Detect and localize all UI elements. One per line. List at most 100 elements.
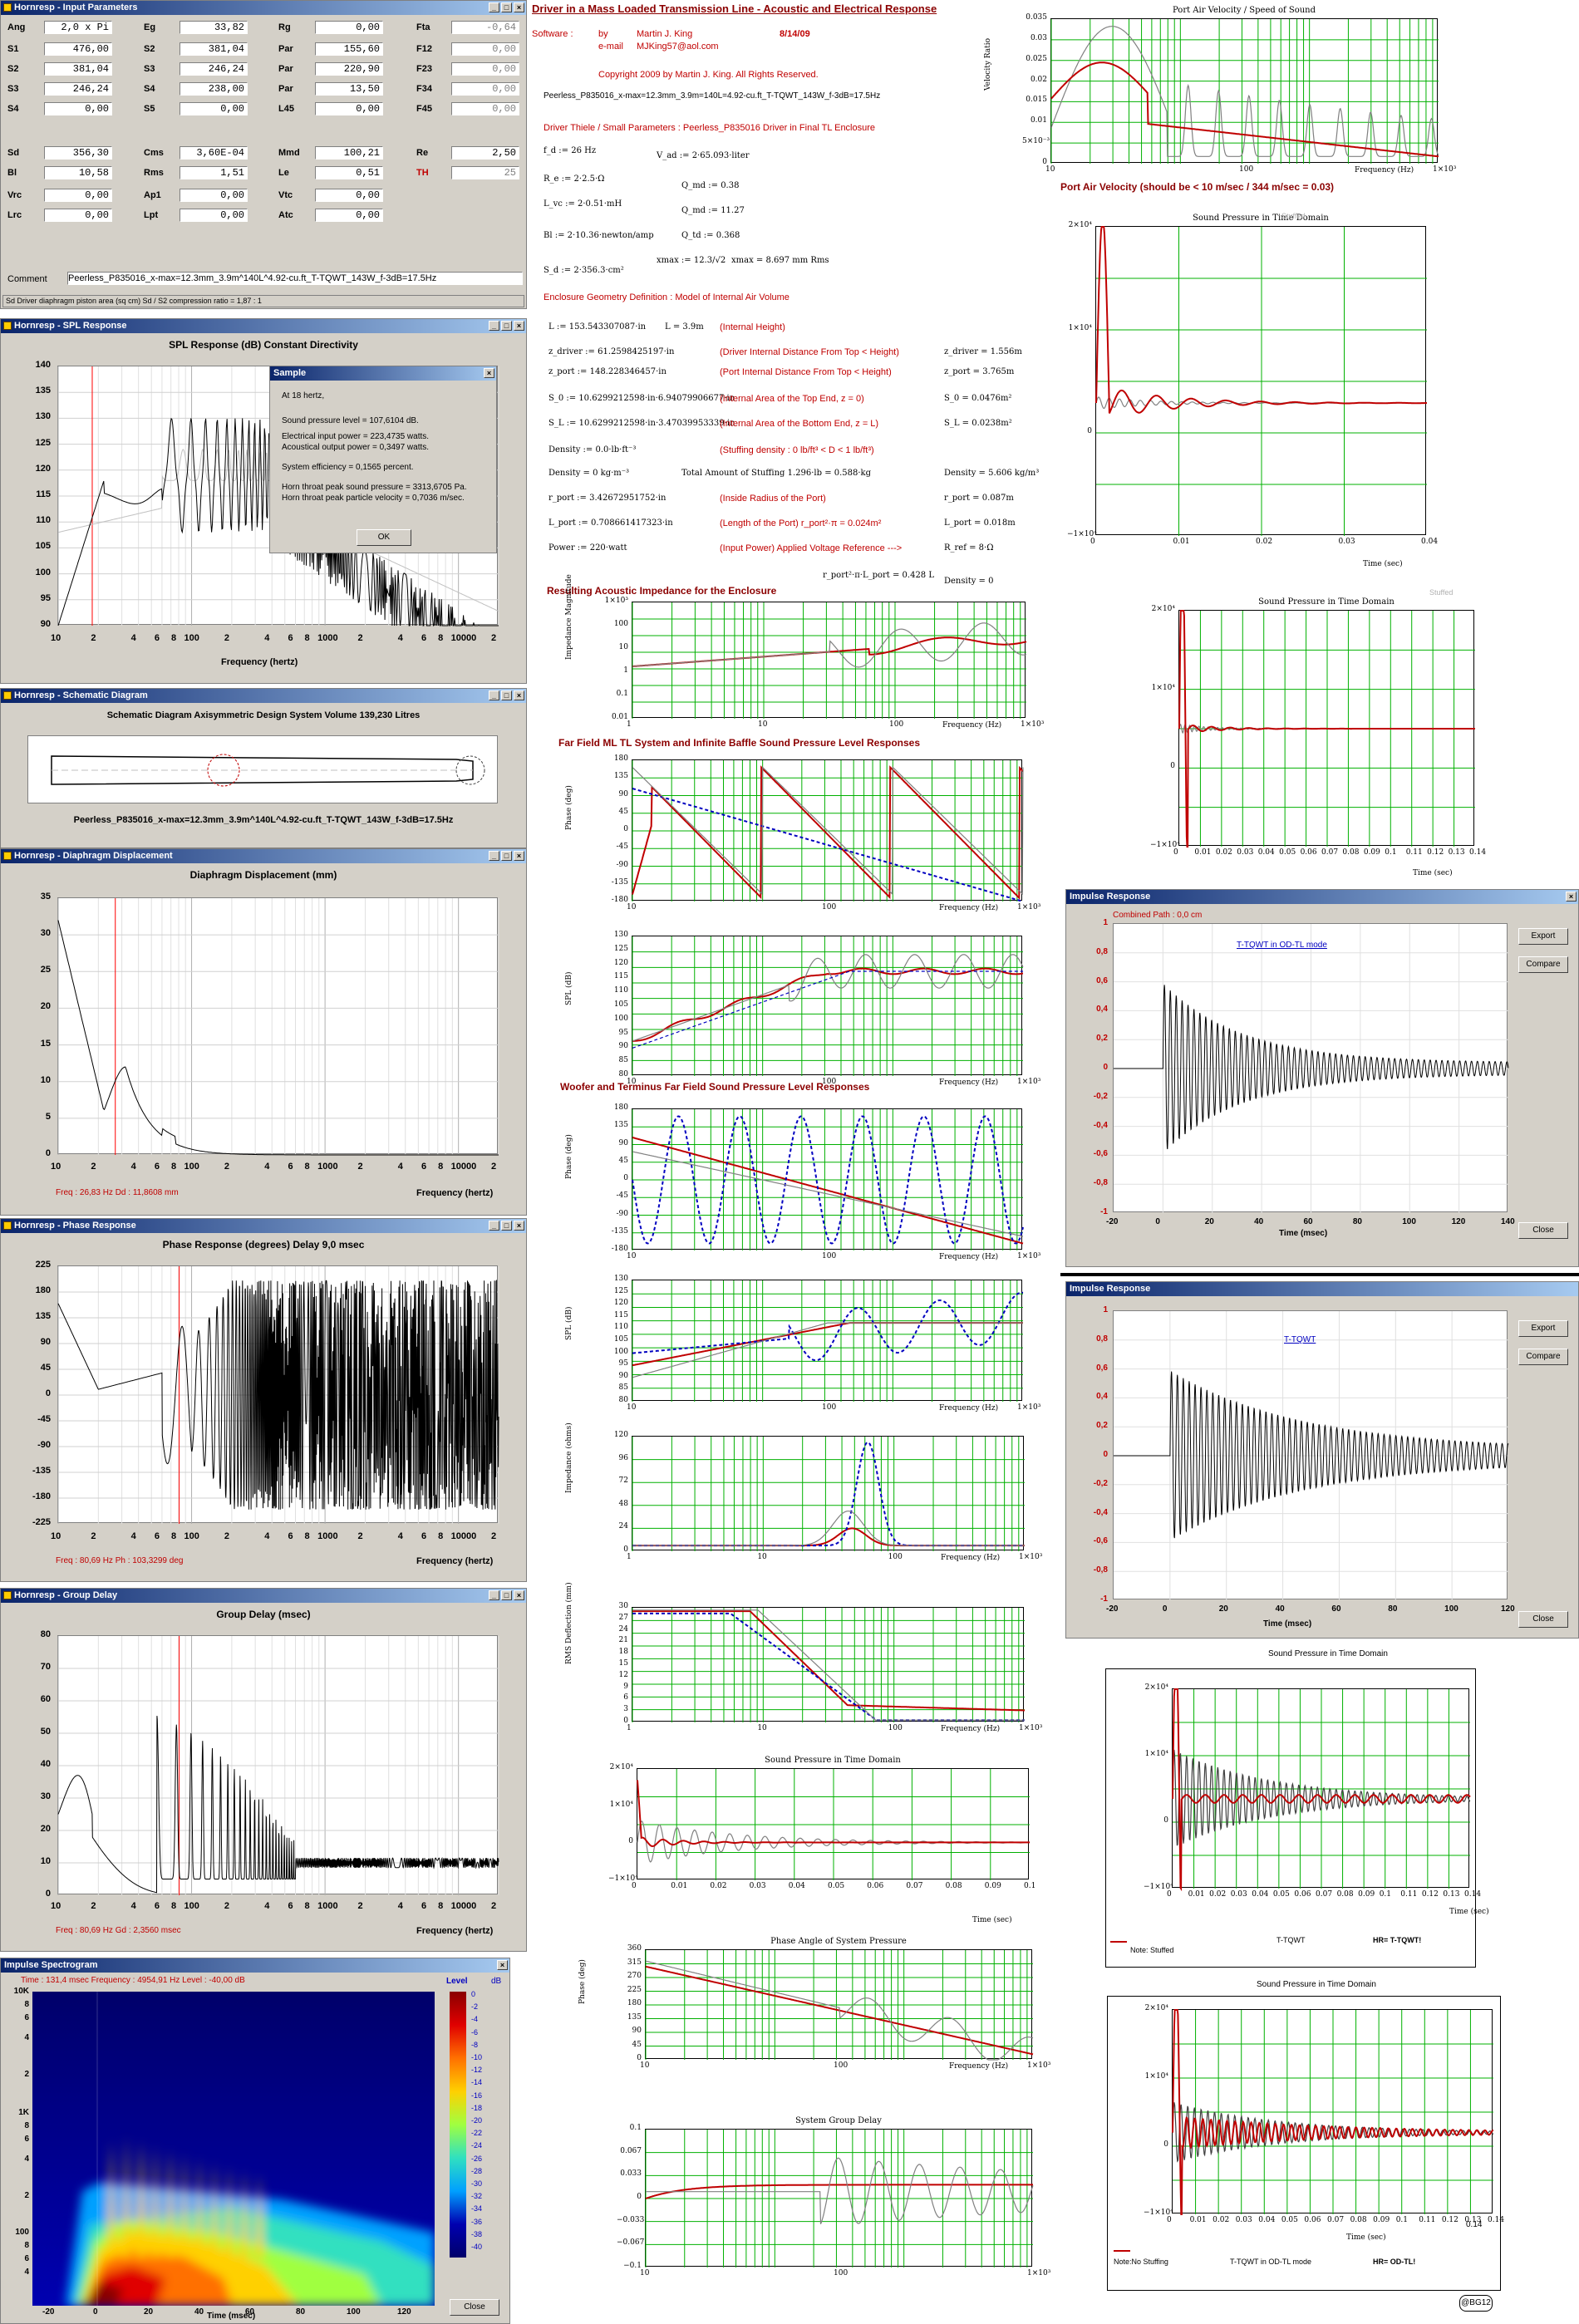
spectro-plot[interactable] (32, 1992, 435, 2306)
maximize-button[interactable]: □ (501, 851, 512, 861)
ir2-close-button[interactable]: Close (1518, 1611, 1568, 1628)
param-field-s4[interactable]: 0,00 (44, 102, 112, 115)
ir2-export-button[interactable]: Export (1518, 1320, 1568, 1337)
geom-formula: S_L := 10.6299212598·in·3.47039953339·in (548, 419, 735, 428)
sample-title-bar[interactable]: Sample × (270, 366, 496, 381)
ir2-plot[interactable] (1113, 1310, 1509, 1600)
close-button[interactable]: × (514, 1590, 524, 1600)
spl-plot-2[interactable] (632, 1280, 1024, 1402)
close-button[interactable]: × (514, 690, 524, 700)
x-tick: 4 (130, 1162, 136, 1172)
param-field-sd[interactable]: 356,30 (44, 146, 112, 160)
maximize-button[interactable]: □ (501, 1590, 512, 1600)
param-field-s3[interactable]: 246,24 (180, 62, 248, 76)
sp1-plot[interactable] (1095, 226, 1427, 536)
param-field-th[interactable]: 25 (451, 166, 519, 179)
param-field-atc[interactable]: 0,00 (315, 209, 383, 222)
ir1-plot[interactable] (1113, 923, 1509, 1213)
input-title-bar[interactable]: Hornresp - Input Parameters _ □ × (1, 1, 526, 15)
impedance-plot[interactable] (632, 602, 1027, 719)
ir2-compare-button[interactable]: Compare (1518, 1349, 1568, 1365)
minimize-button[interactable]: _ (489, 851, 499, 861)
comment-field[interactable]: Peerless_P835016_x-max=12.3mm_3.9m^140L^… (67, 272, 523, 285)
param-field-bl[interactable]: 10,58 (44, 166, 112, 179)
deflection-plot[interactable] (632, 1607, 1025, 1722)
param-field-s3[interactable]: 246,24 (44, 82, 112, 96)
param-field-par[interactable]: 220,90 (315, 62, 383, 76)
ir1-close-button[interactable]: Close (1518, 1222, 1568, 1239)
sp3-plot[interactable] (1172, 1688, 1471, 1892)
minimize-button[interactable]: _ (489, 690, 499, 700)
minimize-button[interactable]: _ (489, 1221, 499, 1231)
gd-title-bar[interactable]: Hornresp - Group Delay _ □ × (1, 1589, 526, 1603)
disp-title-bar[interactable]: Hornresp - Diaphragm Displacement _ □ × (1, 849, 526, 863)
maximize-button[interactable]: □ (501, 690, 512, 700)
param-field-fta[interactable]: -0,64 (451, 21, 519, 34)
param-field-s5[interactable]: 0,00 (180, 102, 248, 115)
x-tick: 60 (245, 2307, 255, 2317)
param-field-l45[interactable]: 0,00 (315, 102, 383, 115)
param-field-f23[interactable]: 0,00 (451, 62, 519, 76)
ir1-export-button[interactable]: Export (1518, 928, 1568, 945)
time-plot-1[interactable] (637, 1768, 1031, 1880)
maximize-button[interactable]: □ (501, 2, 512, 12)
param-field-mmd[interactable]: 100,21 (315, 146, 383, 160)
minimize-button[interactable]: _ (489, 321, 499, 331)
minimize-button[interactable]: _ (489, 1590, 499, 1600)
param-field-re[interactable]: 2,50 (451, 146, 519, 160)
phase-angle-plot[interactable] (645, 1949, 1034, 2061)
param-field-eg[interactable]: 33,82 (180, 21, 248, 34)
close-button[interactable]: × (1566, 892, 1577, 902)
hornresp-icon (3, 322, 12, 330)
close-button[interactable]: × (484, 368, 494, 378)
ir1-title-bar[interactable]: Impulse Response × (1066, 890, 1578, 904)
spectro-title-bar[interactable]: Impulse Spectrogram × (1, 1958, 509, 1973)
spl-plot-1[interactable] (632, 936, 1024, 1076)
close-button[interactable]: × (514, 2, 524, 12)
close-button[interactable]: × (497, 1960, 508, 1970)
phase-title-bar[interactable]: Hornresp - Phase Response _ □ × (1, 1219, 526, 1233)
phase-plot[interactable] (57, 1265, 499, 1524)
disp-plot[interactable] (57, 897, 499, 1156)
spectro-close-button[interactable]: Close (450, 2299, 499, 2316)
param-field-rms[interactable]: 1,51 (180, 166, 248, 179)
close-button[interactable]: × (514, 1221, 524, 1231)
param-field-s2[interactable]: 381,04 (44, 62, 112, 76)
maximize-button[interactable]: □ (501, 1221, 512, 1231)
sp2-plot[interactable] (1178, 610, 1475, 848)
minimize-button[interactable]: _ (489, 2, 499, 12)
param-field-f12[interactable]: 0,00 (451, 42, 519, 56)
ok-button[interactable]: OK (357, 529, 411, 546)
group-delay-plot[interactable] (645, 2129, 1034, 2267)
param-field-cms[interactable]: 3,60E-04 (180, 146, 248, 160)
param-field-lpt[interactable]: 0,00 (180, 209, 248, 222)
close-button[interactable]: × (514, 851, 524, 861)
param-field-s2[interactable]: 381,04 (180, 42, 248, 56)
param-field-vrc[interactable]: 0,00 (44, 189, 112, 202)
maximize-button[interactable]: □ (501, 321, 512, 331)
ir1-compare-button[interactable]: Compare (1518, 956, 1568, 973)
param-field-rg[interactable]: 0,00 (315, 21, 383, 34)
param-field-f34[interactable]: 0,00 (451, 82, 519, 96)
y-tick: 45 (618, 1156, 628, 1165)
param-field-ap1[interactable]: 0,00 (180, 189, 248, 202)
gd-plot[interactable] (57, 1635, 499, 1895)
close-button[interactable]: × (514, 321, 524, 331)
param-field-s4[interactable]: 238,00 (180, 82, 248, 96)
ir2-title-bar[interactable]: Impulse Response (1066, 1282, 1578, 1296)
impedance-plot-2[interactable] (632, 1436, 1025, 1551)
param-field-le[interactable]: 0,51 (315, 166, 383, 179)
param-field-par[interactable]: 155,60 (315, 42, 383, 56)
param-field-f45[interactable]: 0,00 (451, 102, 519, 115)
port-velocity-plot[interactable] (1050, 18, 1439, 164)
param-field-ang[interactable]: 2,0 x Pi (44, 21, 112, 34)
param-field-lrc[interactable]: 0,00 (44, 209, 112, 222)
phase-plot-2[interactable] (632, 1108, 1024, 1250)
param-field-s1[interactable]: 476,00 (44, 42, 112, 56)
spl-title-bar[interactable]: Hornresp - SPL Response _ □ × (1, 319, 526, 333)
phase-plot-1[interactable] (632, 759, 1024, 902)
sp4-plot[interactable] (1172, 2009, 1494, 2215)
schematic-title-bar[interactable]: Hornresp - Schematic Diagram _ □ × (1, 689, 526, 703)
param-field-par[interactable]: 13,50 (315, 82, 383, 96)
param-field-vtc[interactable]: 0,00 (315, 189, 383, 202)
